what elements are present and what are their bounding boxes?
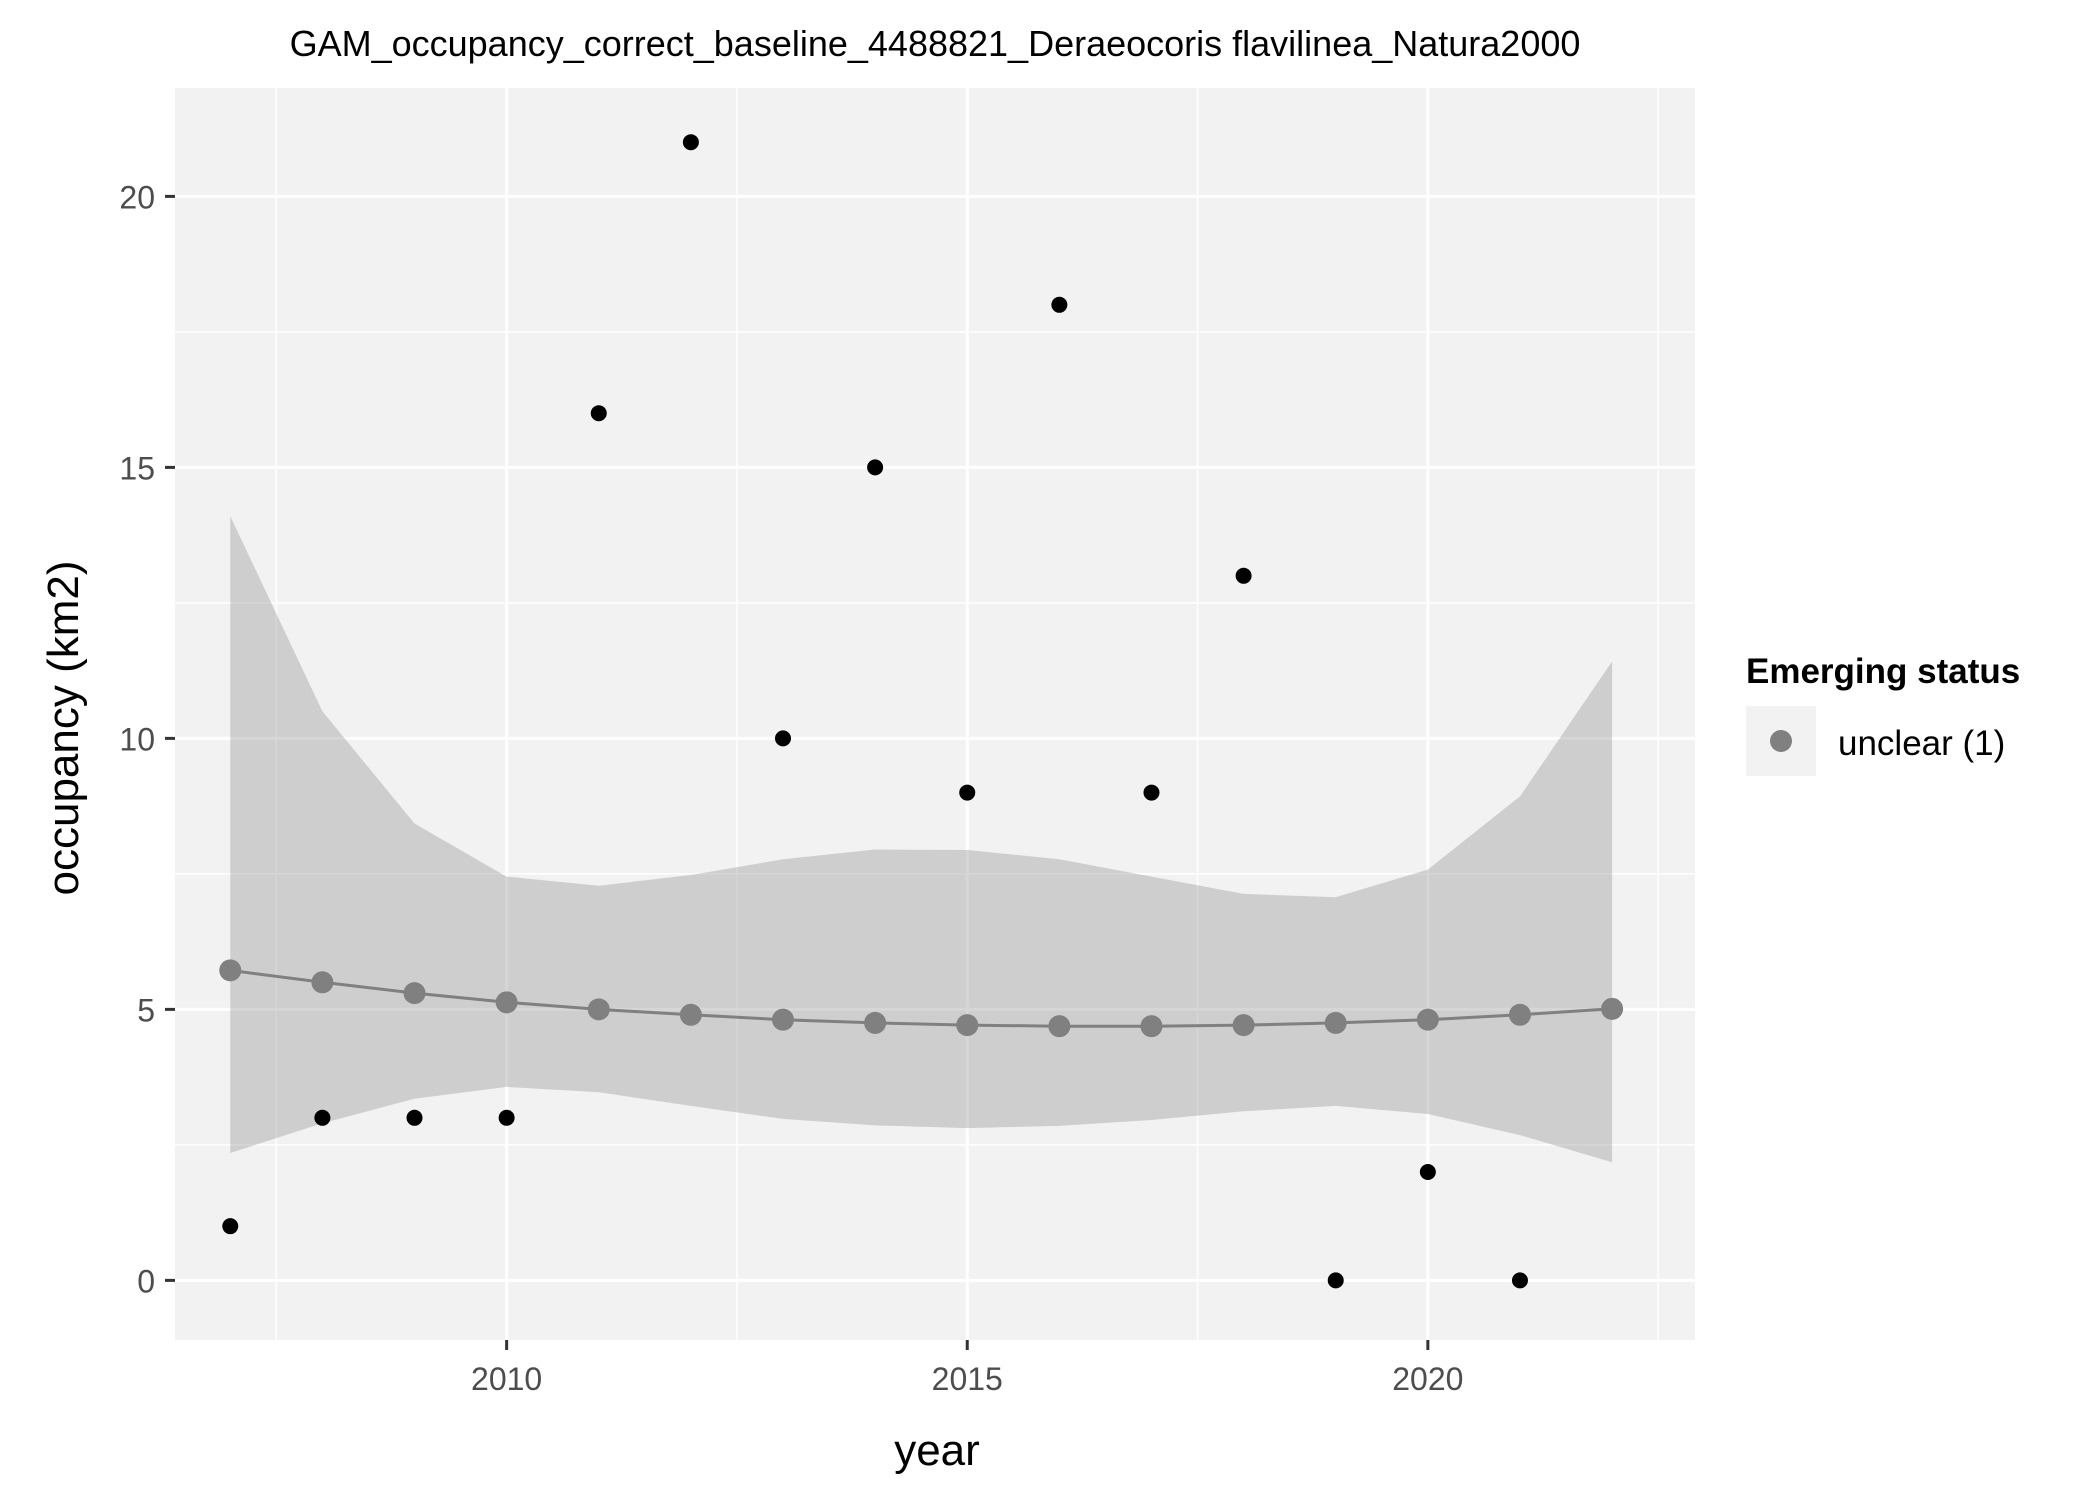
observed-point bbox=[775, 730, 791, 747]
observed-points-layer bbox=[222, 134, 1528, 1289]
y-axis-tick-label: 20 bbox=[119, 179, 155, 215]
y-axis-title: occupancy (km2) bbox=[39, 560, 88, 895]
fitted-point bbox=[1508, 1003, 1531, 1026]
legend-title: Emerging status bbox=[1746, 652, 2020, 691]
fitted-point bbox=[679, 1003, 702, 1026]
fitted-point bbox=[495, 991, 518, 1014]
observed-point bbox=[1051, 296, 1068, 313]
fitted-line bbox=[230, 968, 1613, 1028]
x-axis-tick-label: 2015 bbox=[932, 1361, 1003, 1397]
fitted-point bbox=[403, 982, 426, 1005]
x-axis-tick-label: 2020 bbox=[1392, 1361, 1463, 1397]
fitted-point bbox=[1416, 1008, 1439, 1031]
x-axis-tick-label: 2010 bbox=[471, 1361, 542, 1397]
observed-point bbox=[590, 405, 607, 422]
observed-point bbox=[959, 784, 976, 801]
fitted-point bbox=[587, 998, 610, 1021]
legend-key-dot bbox=[1770, 730, 1792, 752]
observed-point bbox=[1327, 1272, 1344, 1289]
observed-point bbox=[682, 134, 699, 151]
observed-point bbox=[1235, 567, 1252, 584]
fitted-points-layer bbox=[219, 959, 1624, 1038]
observed-point bbox=[867, 459, 884, 476]
y-axis-tick-label: 5 bbox=[137, 992, 155, 1028]
observed-point bbox=[1419, 1163, 1436, 1180]
fitted-point bbox=[219, 959, 242, 982]
observed-point bbox=[222, 1218, 239, 1235]
y-axis-tick-label: 0 bbox=[137, 1263, 155, 1299]
fitted-point bbox=[1232, 1014, 1255, 1037]
x-axis-title: year bbox=[894, 1426, 980, 1475]
legend: Emerging status unclear (1) bbox=[1746, 652, 2020, 776]
confidence-band-layer bbox=[230, 516, 1613, 1163]
observed-point bbox=[314, 1109, 331, 1126]
fitted-point bbox=[956, 1014, 979, 1037]
observed-point bbox=[498, 1109, 515, 1126]
plot-panel bbox=[175, 88, 1695, 1340]
fitted-point bbox=[864, 1011, 887, 1034]
legend-item-label: unclear (1) bbox=[1838, 724, 2005, 763]
axes-layer: 0 5 10 15 20 2010 2015 2020 bbox=[119, 179, 1463, 1397]
fitted-point bbox=[1324, 1011, 1347, 1034]
y-axis-tick-label: 10 bbox=[119, 721, 155, 757]
fitted-line-layer bbox=[230, 968, 1613, 1028]
observed-point bbox=[1511, 1272, 1528, 1289]
confidence-band bbox=[230, 516, 1613, 1163]
observed-point bbox=[406, 1109, 423, 1126]
fitted-point bbox=[311, 971, 334, 994]
observed-point bbox=[1143, 784, 1160, 801]
fitted-point bbox=[1048, 1015, 1071, 1038]
grid-lines bbox=[175, 88, 1695, 1340]
y-axis-tick-label: 15 bbox=[119, 450, 155, 486]
fitted-point bbox=[1140, 1015, 1163, 1038]
fitted-point bbox=[1601, 997, 1624, 1020]
fitted-point bbox=[772, 1008, 794, 1031]
chart-title: GAM_occupancy_correct_baseline_4488821_D… bbox=[290, 23, 1581, 64]
